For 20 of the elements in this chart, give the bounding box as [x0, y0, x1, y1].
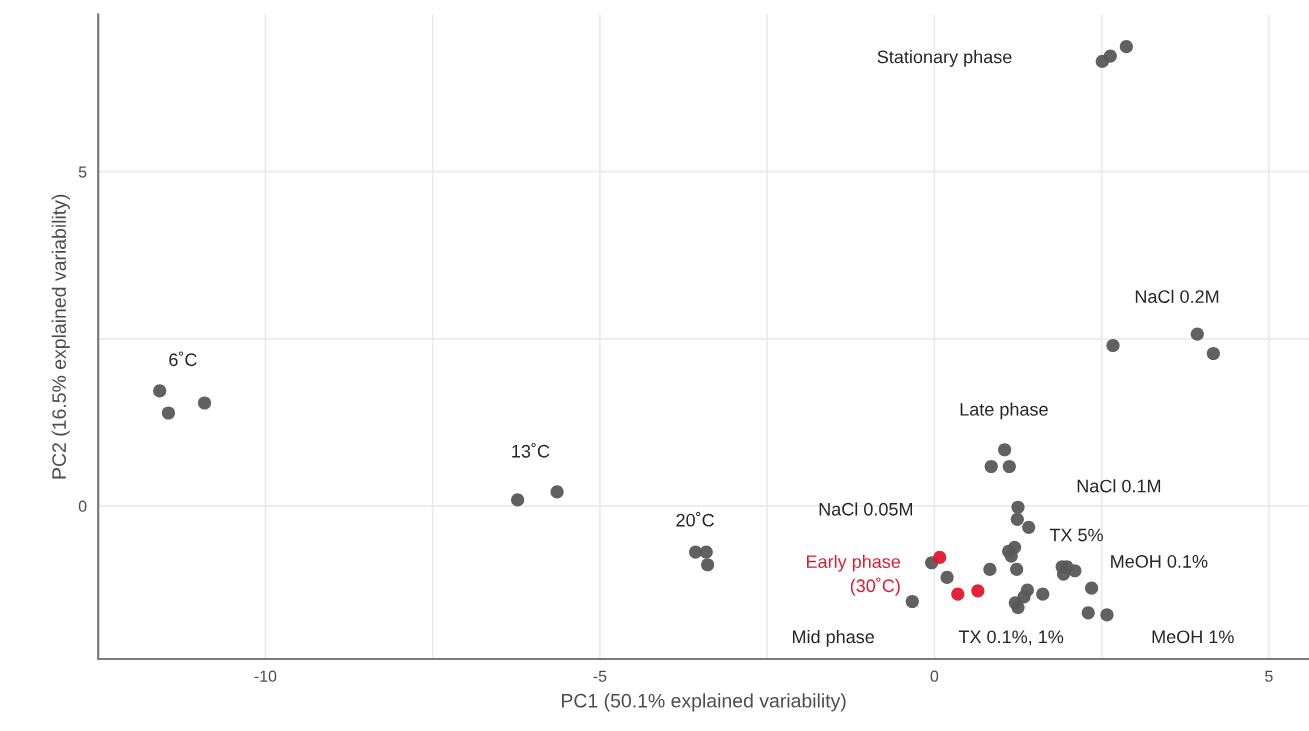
annotation: NaCl 0.1M: [1077, 479, 1161, 493]
annotation: NaCl 0.2M: [1135, 289, 1219, 303]
series-label: Early phase (30˚C): [806, 554, 901, 596]
annotation: Stationary phase: [877, 50, 1012, 67]
annotation: 6˚C: [169, 351, 197, 367]
annotation: TX 0.1%, 1%: [958, 630, 1064, 646]
x-tick-label: 5: [1265, 670, 1273, 682]
x-tick-label: -10: [254, 670, 277, 682]
annotation: NaCl 0.05M: [819, 502, 913, 516]
y-axis-title: PC2 (16.5% explained variability): [51, 194, 70, 479]
annotation: 13˚C: [512, 442, 550, 458]
x-tick-label: 0: [930, 670, 939, 682]
annotation: Late phase: [960, 402, 1048, 420]
annotation: TX 5%: [1049, 528, 1103, 542]
x-axis-title: PC1 (50.1% explained variability): [561, 693, 846, 712]
annotation: MeOH 0.1%: [1111, 555, 1208, 568]
annotation: MeOH 1%: [1152, 630, 1234, 644]
annotation: 20˚C: [676, 511, 714, 527]
annotation: Mid phase: [792, 629, 874, 647]
x-tick-label: -5: [593, 670, 607, 682]
